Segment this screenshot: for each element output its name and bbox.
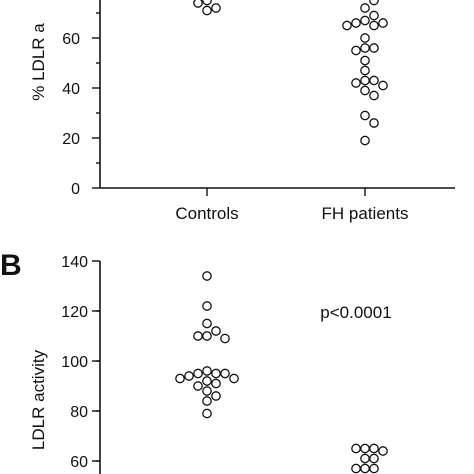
- data-point: [220, 368, 230, 379]
- y-tick-label: 80: [70, 404, 88, 421]
- y-axis-title: LDLR activity: [29, 349, 48, 450]
- y-tick-label: 40: [62, 81, 80, 98]
- panel-a: 0 20 40 60 Controls FH patients % LDLR a: [29, 0, 455, 223]
- data-point: [369, 443, 379, 454]
- data-point: [193, 0, 203, 8]
- data-point: [342, 20, 352, 31]
- data-point: [369, 118, 379, 128]
- data-point: [369, 75, 379, 86]
- panel-b: B 60 80 100 120 140 LDLR activity p<0.0001: [0, 249, 392, 474]
- data-point: [202, 301, 212, 311]
- data-point: [351, 18, 361, 28]
- data-point: [202, 376, 212, 386]
- data-point: [211, 378, 221, 389]
- data-point: [220, 333, 230, 344]
- data-point: [211, 368, 221, 379]
- data-point: [360, 453, 370, 464]
- data-point: [202, 5, 212, 16]
- data-point: [378, 18, 388, 28]
- data-point: [202, 366, 212, 376]
- data-point: [378, 446, 388, 456]
- data-point: [211, 391, 221, 401]
- y-tick-label: 140: [61, 254, 88, 271]
- y-tick-label: 120: [61, 304, 88, 321]
- data-point: [202, 386, 212, 396]
- data-point: [369, 453, 379, 464]
- data-point: [360, 135, 370, 146]
- x-category-label: Controls: [175, 204, 238, 223]
- data-point: [351, 78, 361, 88]
- data-point: [202, 318, 212, 329]
- data-point: [369, 43, 379, 53]
- data-point: [202, 408, 212, 419]
- data-point: [360, 65, 370, 76]
- data-point: [202, 0, 212, 6]
- data-point: [360, 15, 370, 26]
- y-tick-label: 60: [70, 454, 88, 471]
- data-point: [360, 443, 370, 454]
- data-point: [202, 271, 212, 281]
- data-point: [360, 3, 370, 13]
- data-point: [202, 331, 212, 341]
- y-axis-title: % LDLR a: [29, 23, 48, 101]
- data-point: [351, 463, 361, 474]
- y-tick-label: 60: [62, 31, 80, 48]
- data-point: [360, 33, 370, 43]
- data-point: [360, 43, 370, 53]
- data-point: [369, 10, 379, 21]
- data-point: [211, 3, 221, 13]
- data-point: [175, 373, 185, 384]
- y-tick-label: 100: [61, 354, 88, 371]
- data-point: [360, 55, 370, 66]
- data-point: [351, 45, 361, 56]
- data-point: [351, 443, 361, 454]
- data-point: [202, 396, 212, 406]
- data-point: [369, 20, 379, 31]
- data-point: [369, 463, 379, 474]
- data-point: [193, 368, 203, 379]
- data-point: [184, 371, 194, 381]
- p-value-annotation: p<0.0001: [320, 303, 391, 322]
- data-point: [360, 75, 370, 86]
- data-point: [211, 326, 221, 336]
- data-point: [378, 80, 388, 91]
- data-point: [369, 90, 379, 101]
- y-tick-label: 0: [71, 181, 80, 198]
- data-point: [360, 110, 370, 121]
- data-point: [193, 331, 203, 341]
- data-point: [369, 0, 379, 6]
- data-point: [193, 381, 203, 391]
- x-category-label: FH patients: [322, 204, 409, 223]
- y-tick-label: 20: [62, 131, 80, 148]
- panel-letter-b: B: [0, 249, 22, 282]
- data-point: [360, 85, 370, 96]
- data-point: [229, 373, 239, 384]
- data-point: [360, 463, 370, 474]
